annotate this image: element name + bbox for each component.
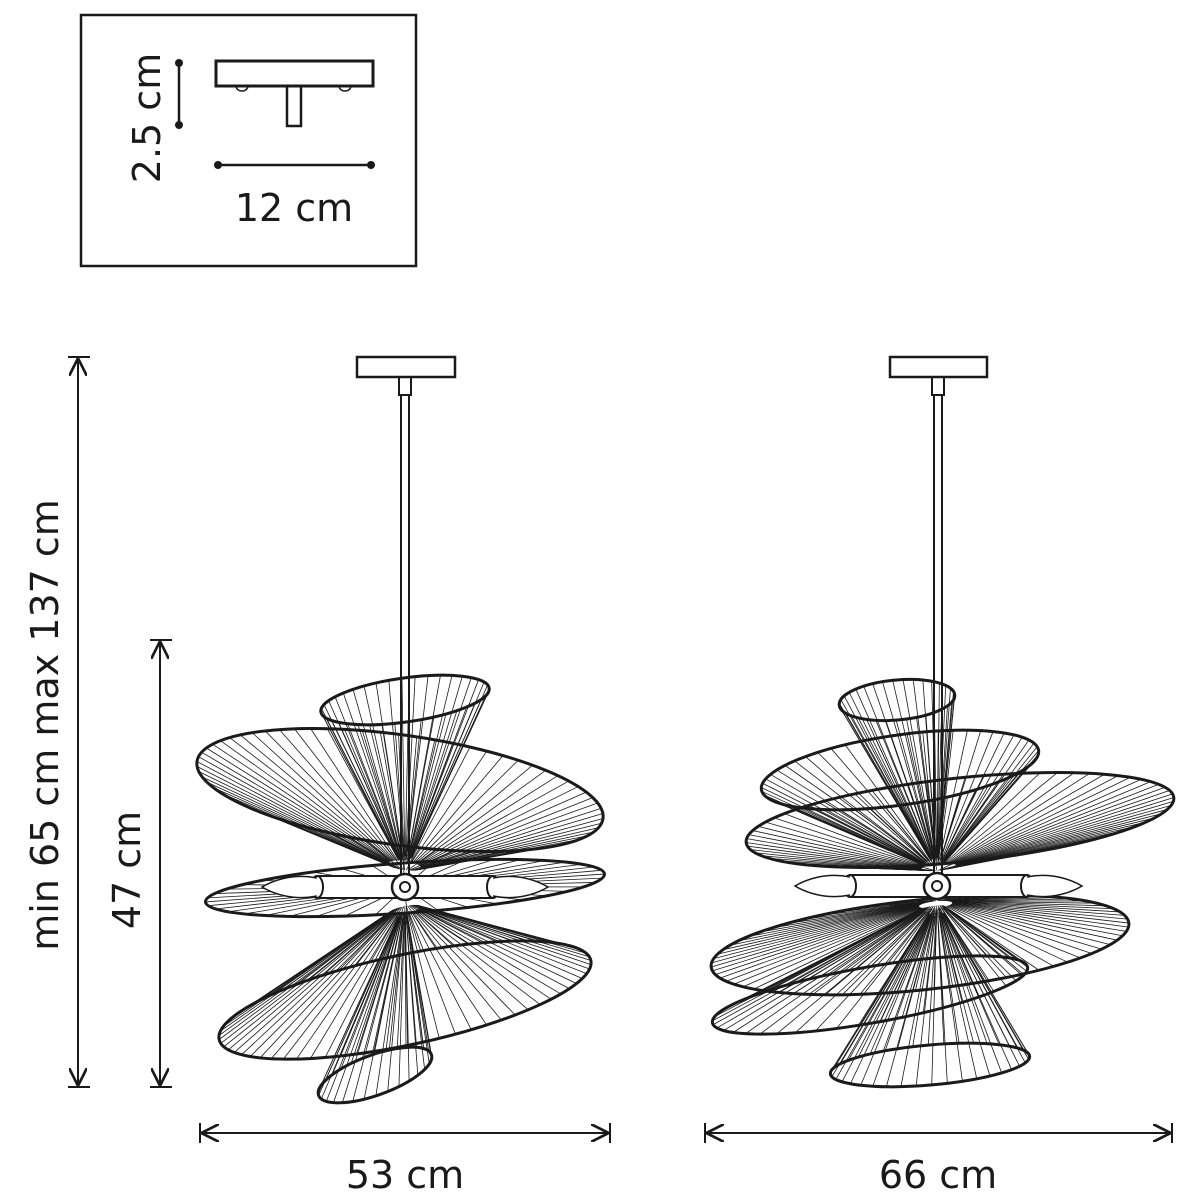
total-height-label: min 65 cm max 137 cm xyxy=(23,499,67,951)
wire-ribbon xyxy=(709,893,1131,997)
ceiling-canopy xyxy=(888,355,989,379)
canopy-plate xyxy=(214,59,375,88)
wire-ribbon xyxy=(828,912,1032,1089)
chandelier-side-view xyxy=(709,355,1176,1089)
dimension-lines: min 65 cm max 137 cm 47 cm 53 cm 66 cm xyxy=(23,356,1173,1197)
bulb-icon xyxy=(1026,874,1084,898)
inset-width-label: 12 cm xyxy=(235,186,353,230)
ceiling-canopy xyxy=(355,355,457,379)
side-width-label: 66 cm xyxy=(879,1153,997,1197)
wire-ribbon xyxy=(710,905,1030,1036)
light-arms xyxy=(260,872,550,902)
wire-ribbon xyxy=(217,904,593,1061)
wire-ribbon xyxy=(744,771,1176,872)
wire-ribbon xyxy=(316,913,434,1105)
wire-ribbon xyxy=(195,727,605,871)
light-arms xyxy=(793,871,1084,901)
canopy-detail-inset: 2.5 cm 12 cm xyxy=(79,13,418,268)
canopy-screws xyxy=(235,85,352,92)
bulb-icon xyxy=(793,874,851,898)
inset-frame xyxy=(79,13,418,268)
inset-height-label: 2.5 cm xyxy=(125,53,169,183)
bulb-icon xyxy=(260,875,318,899)
wire-ribbon xyxy=(837,677,957,860)
canopy-stem xyxy=(285,84,303,128)
suspension-rod xyxy=(400,394,410,876)
body-height-label: 47 cm xyxy=(105,811,149,929)
chandelier-front-view xyxy=(195,355,607,1105)
front-width-label: 53 cm xyxy=(346,1153,464,1197)
bulb-icon xyxy=(492,875,550,899)
